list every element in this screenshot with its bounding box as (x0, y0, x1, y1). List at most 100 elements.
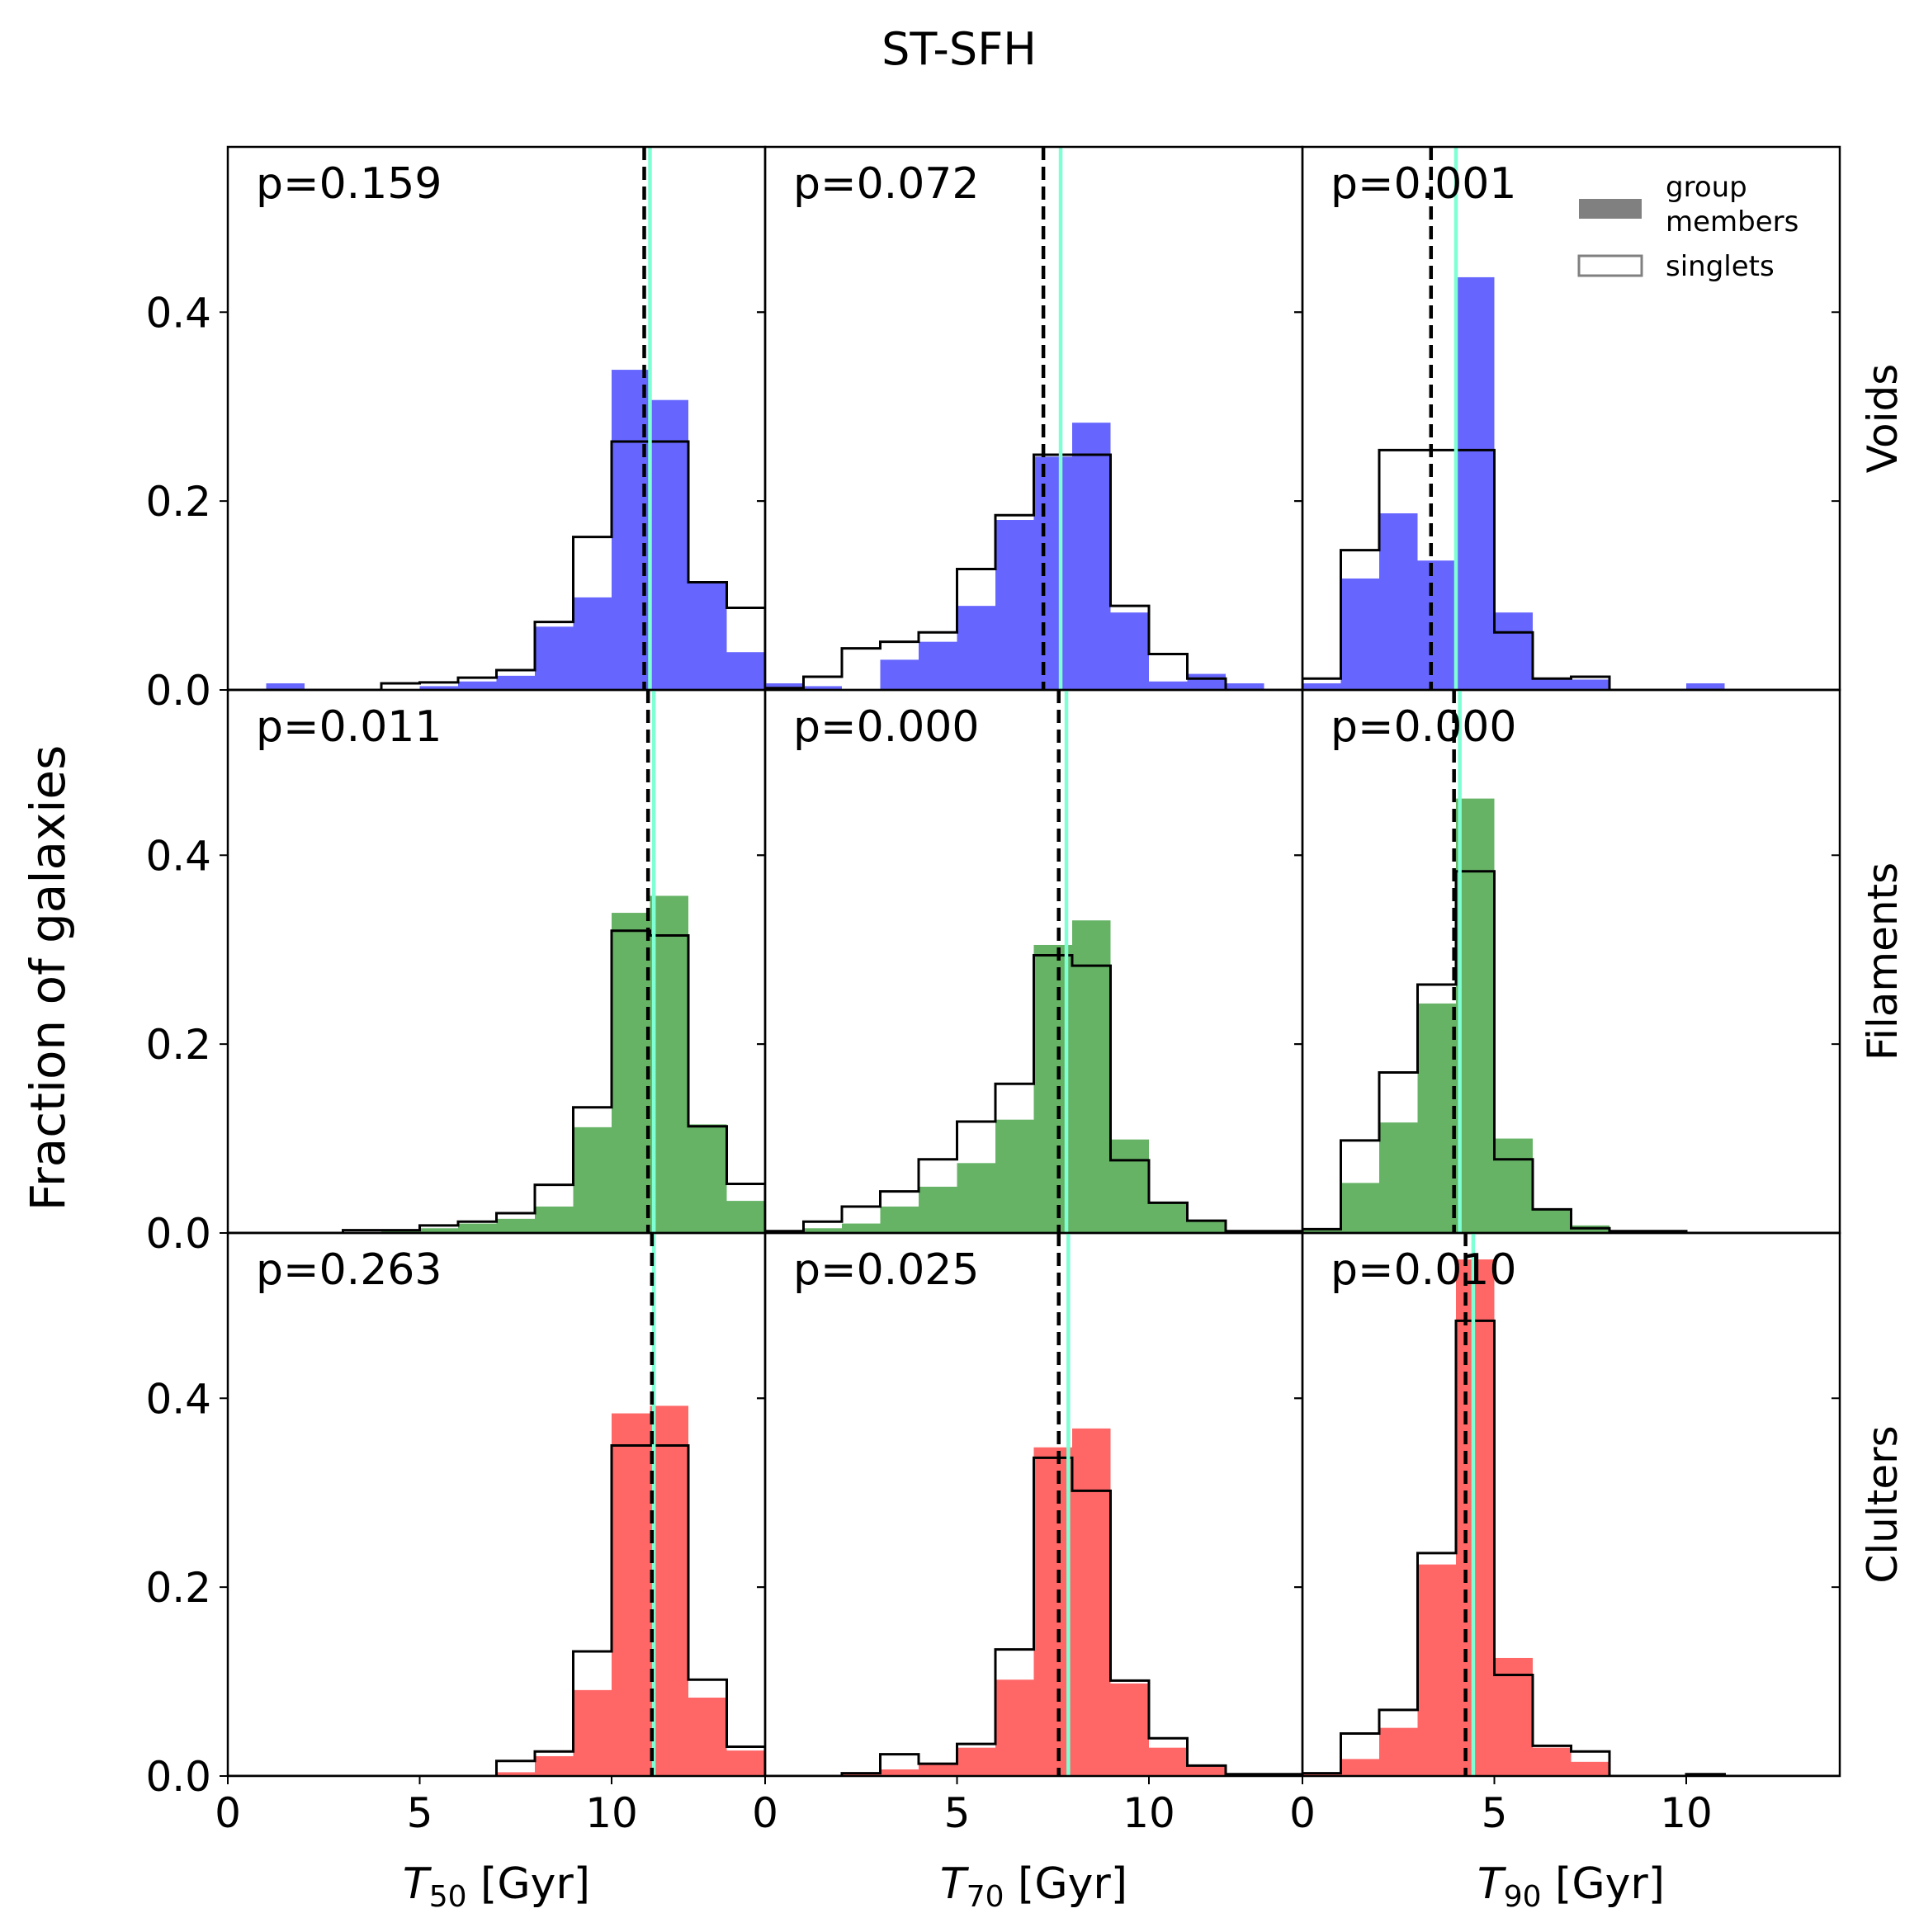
group-members-bar (573, 1689, 612, 1776)
legend-filled-label: members (1666, 205, 1798, 239)
panel-filaments-t70: p=0.000 (757, 688, 1304, 1235)
group-members-bar (1302, 683, 1341, 690)
group-members-bar (1417, 560, 1456, 690)
group-members-bar (1187, 1765, 1226, 1776)
row-label-clulters: Clulters (1859, 1425, 1907, 1583)
group-members-bar (1110, 1139, 1149, 1233)
group-members-bar (1033, 1447, 1072, 1776)
group-members-bar (1456, 798, 1495, 1233)
group-members-bar (957, 1163, 995, 1233)
panel-plot-area (1302, 690, 1840, 1233)
singlets-step-outline (228, 929, 765, 1233)
group-members-bar (688, 582, 727, 690)
group-members-bar (957, 606, 995, 690)
group-members-bar (266, 683, 305, 690)
group-members-bar (1149, 681, 1188, 690)
group-members-bar (1149, 1202, 1188, 1233)
panel-plot-area (228, 690, 765, 1233)
group-members-bar (688, 1698, 727, 1776)
panel-filaments-t50: p=0.011 0.0 0.2 0.4 (145, 688, 767, 1258)
x-axis-label-unit: [Gyr] (1542, 1859, 1666, 1909)
group-members-bar (1533, 679, 1572, 690)
x-axis-label-unit: [Gyr] (1004, 1859, 1128, 1909)
group-members-bar (650, 895, 688, 1233)
x-tick-label: 0 (1289, 1789, 1316, 1837)
p-value-label: p=0.072 (793, 159, 979, 209)
singlets-step-outline (1302, 870, 1840, 1233)
group-members-bar (995, 1679, 1034, 1776)
p-value-label: p=0.025 (793, 1245, 979, 1295)
group-members-bar (919, 1764, 957, 1776)
group-members-bar (1686, 683, 1725, 690)
group-members-bar (1494, 1138, 1533, 1233)
group-members-bar (1417, 1003, 1456, 1233)
singlets-step-outline (1302, 1319, 1840, 1776)
y-tick-label: 0.2 (145, 1021, 211, 1069)
panel-plot-area (765, 147, 1302, 690)
p-value-label: p=0.263 (256, 1245, 442, 1295)
y-tick-label: 0.0 (145, 1753, 211, 1801)
group-members-bar (1187, 1221, 1226, 1233)
x-tick-label: 5 (1482, 1789, 1508, 1837)
x-axis-label-symbol: T (403, 1859, 432, 1909)
panel-voids-t90: p=0.001 (1294, 145, 1841, 692)
p-value-label: p=0.000 (1331, 702, 1516, 752)
panel-plot-area (765, 1233, 1302, 1776)
group-members-bar (1033, 456, 1072, 690)
singlets-step-outline (765, 453, 1302, 690)
group-members-bar (1302, 1773, 1341, 1776)
y-tick-label: 0.2 (145, 478, 211, 526)
x-tick-label: 10 (1123, 1789, 1175, 1837)
group-members-bar (1340, 1183, 1379, 1233)
group-members-bar (573, 1127, 612, 1233)
x-tick-label: 5 (407, 1789, 433, 1837)
p-value-label: p=0.010 (1331, 1245, 1516, 1295)
group-members-bar (1571, 1761, 1609, 1776)
group-members-bar (803, 686, 842, 690)
x-axis-label: T90 [Gyr] (1477, 1859, 1665, 1914)
x-tick-label: 10 (1660, 1789, 1713, 1837)
group-members-bar (458, 681, 497, 690)
group-members-bar (573, 597, 612, 690)
figure-title: ST-SFH (882, 23, 1037, 75)
y-tick-label: 0.4 (145, 1375, 211, 1423)
group-members-bar (1187, 673, 1226, 690)
x-axis-label-subscript: 90 (1504, 1880, 1542, 1914)
group-members-bar (995, 1119, 1034, 1233)
group-members-bar (1110, 612, 1149, 690)
group-members-bar (535, 1755, 574, 1776)
group-members-bar (1379, 1727, 1418, 1776)
x-axis-label: T50 [Gyr] (403, 1859, 590, 1914)
group-members-bar (1302, 1229, 1341, 1233)
panel-plot-area (1302, 1233, 1840, 1776)
y-tick-label: 0.0 (145, 667, 211, 715)
group-members-bar (880, 1769, 919, 1776)
y-tick-label: 0.4 (145, 832, 211, 880)
x-tick-label: 10 (585, 1789, 638, 1837)
group-members-bar (880, 659, 919, 690)
group-members-bar (842, 1223, 881, 1233)
x-tick-label: 0 (752, 1789, 778, 1837)
group-members-bar (1533, 1747, 1572, 1776)
group-members-bar (995, 520, 1034, 690)
p-value-label: p=0.001 (1331, 159, 1516, 209)
x-axis-label-subscript: 50 (429, 1880, 467, 1914)
group-members-bar (1533, 1209, 1572, 1233)
legend-outline-label: singlets (1666, 250, 1775, 283)
group-members-bar (842, 1773, 881, 1776)
axis-labels: Fraction of galaxies Voids Filaments Clulte… (20, 364, 1907, 1914)
row-label-voids: Voids (1859, 364, 1907, 474)
x-axis-label-symbol: T (1477, 1859, 1507, 1909)
panel-frame (1301, 1231, 1841, 1778)
group-members-bar (1494, 1657, 1533, 1776)
group-members-bar (1379, 513, 1418, 690)
y-axis-label: Fraction of galaxies (20, 745, 76, 1212)
y-tick-label: 0.0 (145, 1210, 211, 1258)
x-tick-label: 0 (215, 1789, 241, 1837)
group-members-bar (535, 626, 574, 690)
group-members-bar (726, 1750, 765, 1776)
group-members-bar (1149, 1747, 1188, 1776)
panel-clulters-t70: p=0.025 0 5 10 (752, 1231, 1304, 1837)
